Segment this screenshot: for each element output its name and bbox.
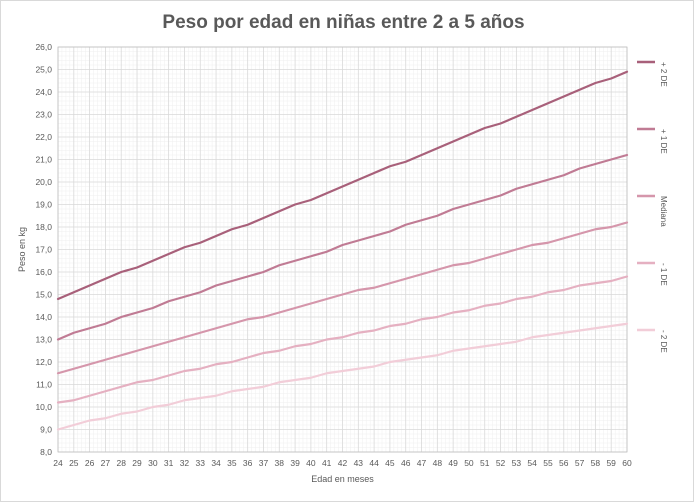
x-tick-label: 60 [622,458,632,468]
y-tick-label: 13,0 [35,335,52,345]
plot-area-border [57,46,628,453]
y-tick-label: 21,0 [35,155,52,165]
x-tick-label: 51 [480,458,490,468]
series-line-1-de [56,153,629,341]
series-line-2-de [56,70,629,301]
legend-label: - 1 DE [659,263,668,286]
y-tick-label: 14,0 [35,312,52,322]
x-tick-label: 26 [85,458,95,468]
x-tick-label: 44 [369,458,379,468]
x-tick-label: 53 [512,458,522,468]
x-tick-label: 46 [401,458,411,468]
x-tick-label: 49 [448,458,458,468]
x-tick-label: 40 [306,458,316,468]
legend-label: - 2 DE [659,330,668,353]
x-tick-label: 52 [496,458,506,468]
x-tick-label: 50 [464,458,474,468]
y-tick-label: 20,0 [35,177,52,187]
x-tick-label: 54 [527,458,537,468]
series-line-mediana [56,221,629,375]
y-tick-label: 15,0 [35,290,52,300]
x-tick-label: 28 [116,458,126,468]
y-tick-label: 24,0 [35,87,52,97]
x-tick-label: 58 [591,458,601,468]
x-tick-label: 48 [433,458,443,468]
series-line-1-de [56,275,629,404]
x-tick-label: 45 [385,458,395,468]
x-tick-label: 24 [53,458,63,468]
y-tick-label: 23,0 [35,110,52,120]
y-tick-label: 18,0 [35,222,52,232]
x-tick-label: 25 [69,458,79,468]
x-tick-label: 33 [196,458,206,468]
y-tick-label: 11,0 [36,380,52,390]
y-tick-label: 26,0 [35,42,52,52]
x-tick-label: 55 [543,458,553,468]
x-tick-label: 35 [227,458,237,468]
series-line-2-de [56,322,629,431]
x-tick-label: 37 [259,458,269,468]
x-tick-label: 41 [322,458,332,468]
legend-item: - 2 DE [637,328,668,353]
y-tick-label: 12,0 [35,357,52,367]
legend-label: + 2 DE [659,62,668,87]
x-tick-label: 42 [338,458,348,468]
x-tick-label: 59 [606,458,616,468]
legend-label: + 1 DE [659,129,668,154]
x-tick-label: 43 [354,458,364,468]
x-tick-label: 31 [164,458,174,468]
y-tick-label: 19,0 [35,200,52,210]
y-tick-label: 25,0 [35,65,52,75]
y-tick-label: 9,0 [40,425,52,435]
legend-item: + 1 DE [637,127,668,154]
x-tick-label: 38 [275,458,285,468]
x-tick-label: 34 [211,458,221,468]
legend-label: Mediana [659,196,668,227]
legend-item: Mediana [637,194,668,227]
grid [57,46,628,453]
y-axis-title: Peso en kg [17,227,27,272]
chart-title: Peso por edad en niñas entre 2 a 5 años [162,12,524,33]
x-tick-label: 56 [559,458,569,468]
x-tick-label: 32 [180,458,190,468]
y-tick-label: 22,0 [35,132,52,142]
x-tick-label: 36 [243,458,253,468]
x-tick-label: 39 [290,458,300,468]
x-tick-label: 29 [132,458,142,468]
x-tick-label: 57 [575,458,585,468]
y-tick-label: 10,0 [35,402,52,412]
legend-item: + 2 DE [637,60,668,87]
x-tick-label: 27 [101,458,111,468]
x-axis-title: Edad en meses [311,474,374,484]
legend-item: - 1 DE [637,261,668,286]
y-tick-label: 17,0 [35,245,52,255]
series-group [56,70,629,431]
y-tick-label: 16,0 [35,267,52,277]
legend: + 2 DE + 1 DE Mediana - 1 DE - 2 DE [637,60,668,353]
y-tick-label: 8,0 [40,447,52,457]
x-tick-label: 30 [148,458,158,468]
x-tick-label: 47 [417,458,427,468]
